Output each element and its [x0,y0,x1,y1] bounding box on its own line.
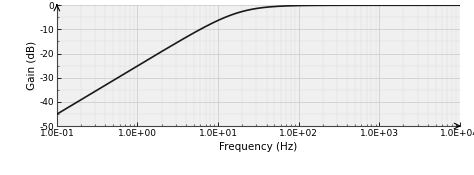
X-axis label: Frequency (Hz): Frequency (Hz) [219,142,298,152]
Y-axis label: Gain (dB): Gain (dB) [27,41,36,90]
